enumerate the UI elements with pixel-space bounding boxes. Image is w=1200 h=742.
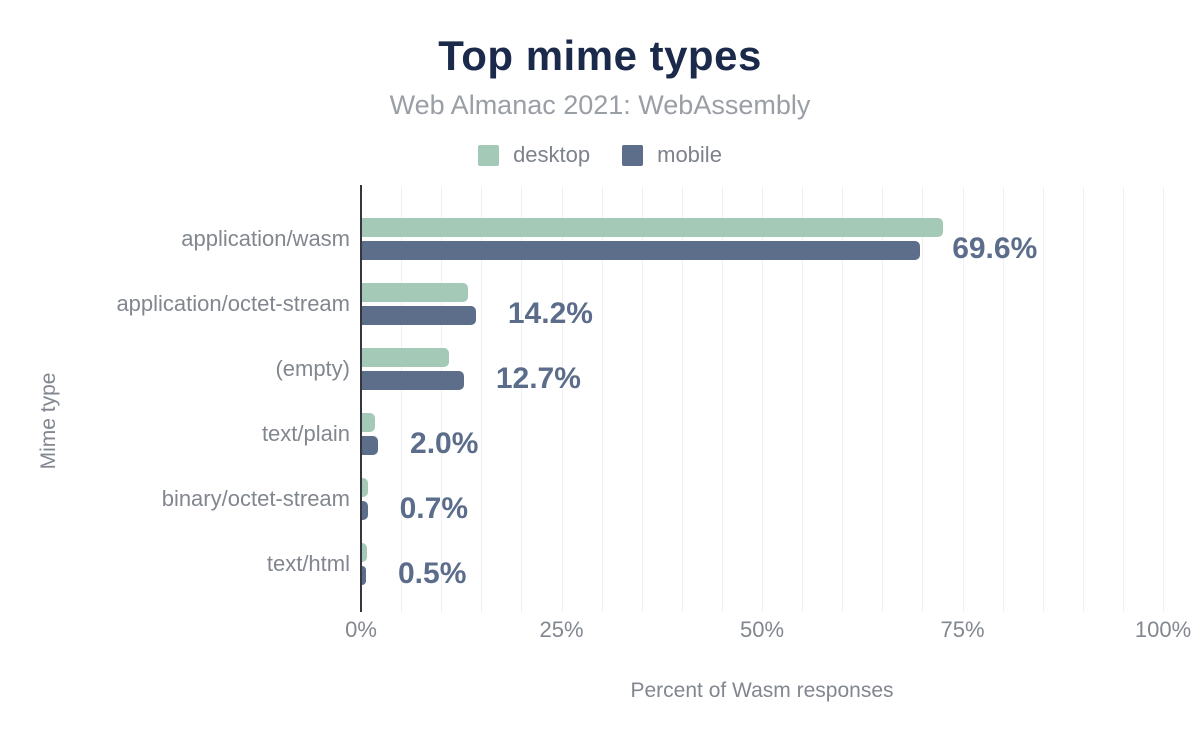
category-label: application/octet-stream <box>116 291 350 316</box>
bar-desktop[interactable] <box>362 348 450 367</box>
gridline <box>401 187 403 612</box>
gridline <box>1042 187 1044 612</box>
chart-subtitle: Web Almanac 2021: WebAssembly <box>389 90 811 120</box>
bar-value-label: 14.2% <box>507 297 593 330</box>
bar-mobile[interactable] <box>362 566 366 585</box>
gridline <box>641 187 643 612</box>
bar-mobile[interactable] <box>362 436 379 455</box>
bar-desktop[interactable] <box>362 543 367 562</box>
bar-value-label: 12.7% <box>495 362 581 395</box>
y-axis-line <box>360 185 362 612</box>
gridline <box>1163 187 1164 612</box>
gridline <box>1082 187 1084 612</box>
desktop-swatch-icon <box>478 144 500 166</box>
legend-label-mobile: mobile <box>657 142 722 167</box>
bar-mobile[interactable] <box>362 371 464 390</box>
x-tick-label: 75% <box>940 617 985 642</box>
bar-mobile[interactable] <box>362 306 476 325</box>
category-label: application/wasm <box>181 226 350 251</box>
category-label: text/plain <box>261 421 350 446</box>
gridline <box>561 187 563 612</box>
bar-value-label: 0.5% <box>398 557 467 590</box>
gridline <box>882 187 884 612</box>
bar-mobile[interactable] <box>362 241 921 260</box>
gridline <box>802 187 804 612</box>
gridline <box>681 187 683 612</box>
bar-value-label: 0.7% <box>399 492 468 525</box>
legend-item-desktop: desktop <box>478 142 590 168</box>
gridline <box>922 187 924 612</box>
bar-value-label: 69.6% <box>952 232 1038 265</box>
bar-value-label: 2.0% <box>410 427 479 460</box>
x-tick-label: 25% <box>539 617 584 642</box>
y-axis-title: Mime type <box>37 372 60 470</box>
gridline <box>842 187 844 612</box>
gridline <box>1002 187 1004 612</box>
bar-desktop[interactable] <box>362 413 375 432</box>
bar-desktop[interactable] <box>362 478 369 497</box>
gridline <box>1122 187 1124 612</box>
gridline <box>962 187 964 612</box>
x-tick-label: 100% <box>1134 617 1192 642</box>
x-tick-label: 50% <box>739 617 785 642</box>
category-label: text/html <box>266 551 350 576</box>
x-tick-label: 0% <box>345 617 377 642</box>
legend-label-desktop: desktop <box>513 142 591 167</box>
x-axis-title: Percent of Wasm responses <box>630 679 894 702</box>
gridline <box>721 187 723 612</box>
gridline <box>481 187 483 612</box>
chart-title: Top mime types <box>438 32 762 79</box>
bar-mobile[interactable] <box>362 501 368 520</box>
bar-desktop[interactable] <box>362 218 944 237</box>
category-label: binary/octet-stream <box>161 486 350 511</box>
gridline <box>762 187 763 612</box>
bar-desktop[interactable] <box>362 283 468 302</box>
legend-item-mobile: mobile <box>622 142 722 168</box>
gridline <box>521 187 523 612</box>
legend: desktop mobile <box>0 142 1200 168</box>
gridline <box>441 187 443 612</box>
category-label: (empty) <box>275 356 350 381</box>
mobile-swatch-icon <box>622 144 644 166</box>
gridline <box>601 187 603 612</box>
